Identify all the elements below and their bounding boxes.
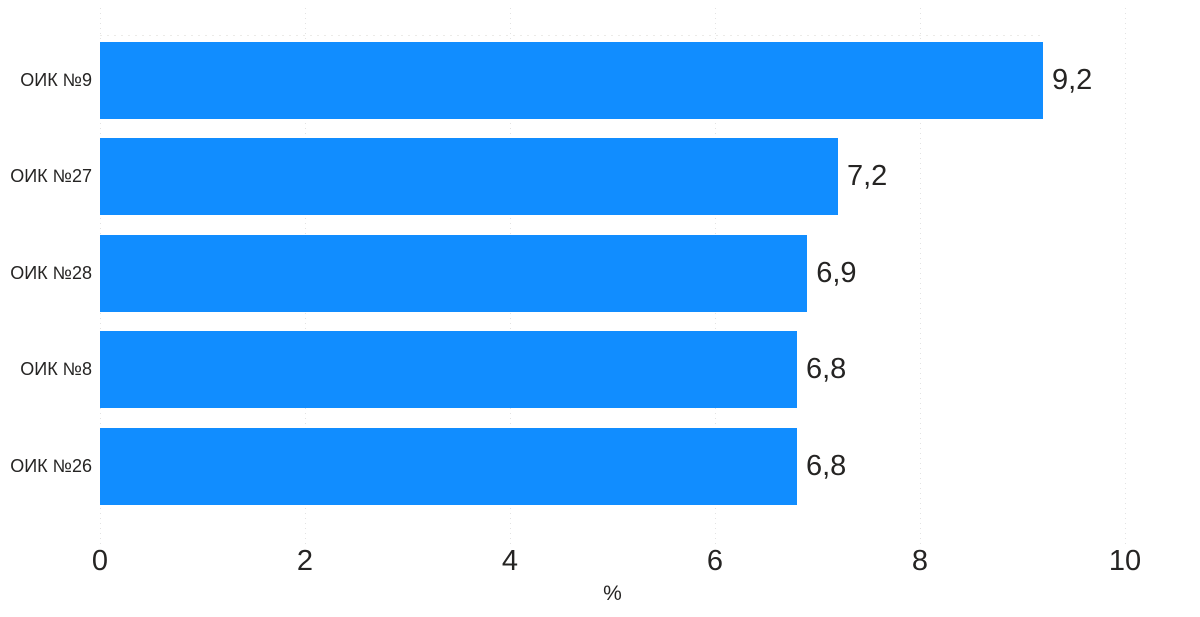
x-tick-label: 2 [296, 545, 314, 577]
category-label: ОИК №9 [20, 70, 92, 90]
bar-row: ОИК №27 7,2 [0, 138, 1200, 215]
category-label: ОИК №8 [20, 359, 92, 379]
vertical-gridline [1125, 8, 1126, 545]
value-label: 7,2 [847, 160, 888, 192]
category-label: ОИК №26 [10, 456, 92, 476]
bar-row: ОИК №26 6,8 [0, 428, 1200, 505]
x-tick-label: 6 [706, 545, 724, 577]
bar-row: ОИК №8 6,8 [0, 331, 1200, 408]
top-gridline [100, 35, 1043, 36]
category-label: ОИК №28 [10, 263, 92, 283]
bar-row: ОИК №28 6,9 [0, 235, 1200, 312]
value-label: 6,8 [806, 353, 847, 385]
bar[interactable] [100, 138, 838, 215]
x-tick-label: 0 [91, 545, 109, 577]
bar-rows: ОИК №9 9,2 ОИК №27 7,2 ОИК №28 6,9 ОИК №8 6,8 ОИ… [0, 42, 1200, 512]
bar[interactable] [100, 331, 797, 408]
x-axis-title: % [603, 582, 622, 605]
bar[interactable] [100, 235, 808, 312]
x-tick-label: 4 [501, 545, 519, 577]
value-label: 9,2 [1052, 64, 1093, 96]
category-label: ОИК №27 [10, 166, 92, 186]
bar[interactable] [100, 42, 1043, 119]
vertical-gridline [920, 8, 921, 545]
x-tick-label: 8 [911, 545, 929, 577]
value-label: 6,8 [806, 450, 847, 482]
x-axis: 0 2 4 6 8 10 [92, 545, 1141, 579]
bar-row: ОИК №9 9,2 [0, 42, 1200, 119]
x-tick-label: 10 [1108, 545, 1142, 577]
value-label: 6,9 [816, 257, 857, 289]
bar[interactable] [100, 428, 797, 505]
